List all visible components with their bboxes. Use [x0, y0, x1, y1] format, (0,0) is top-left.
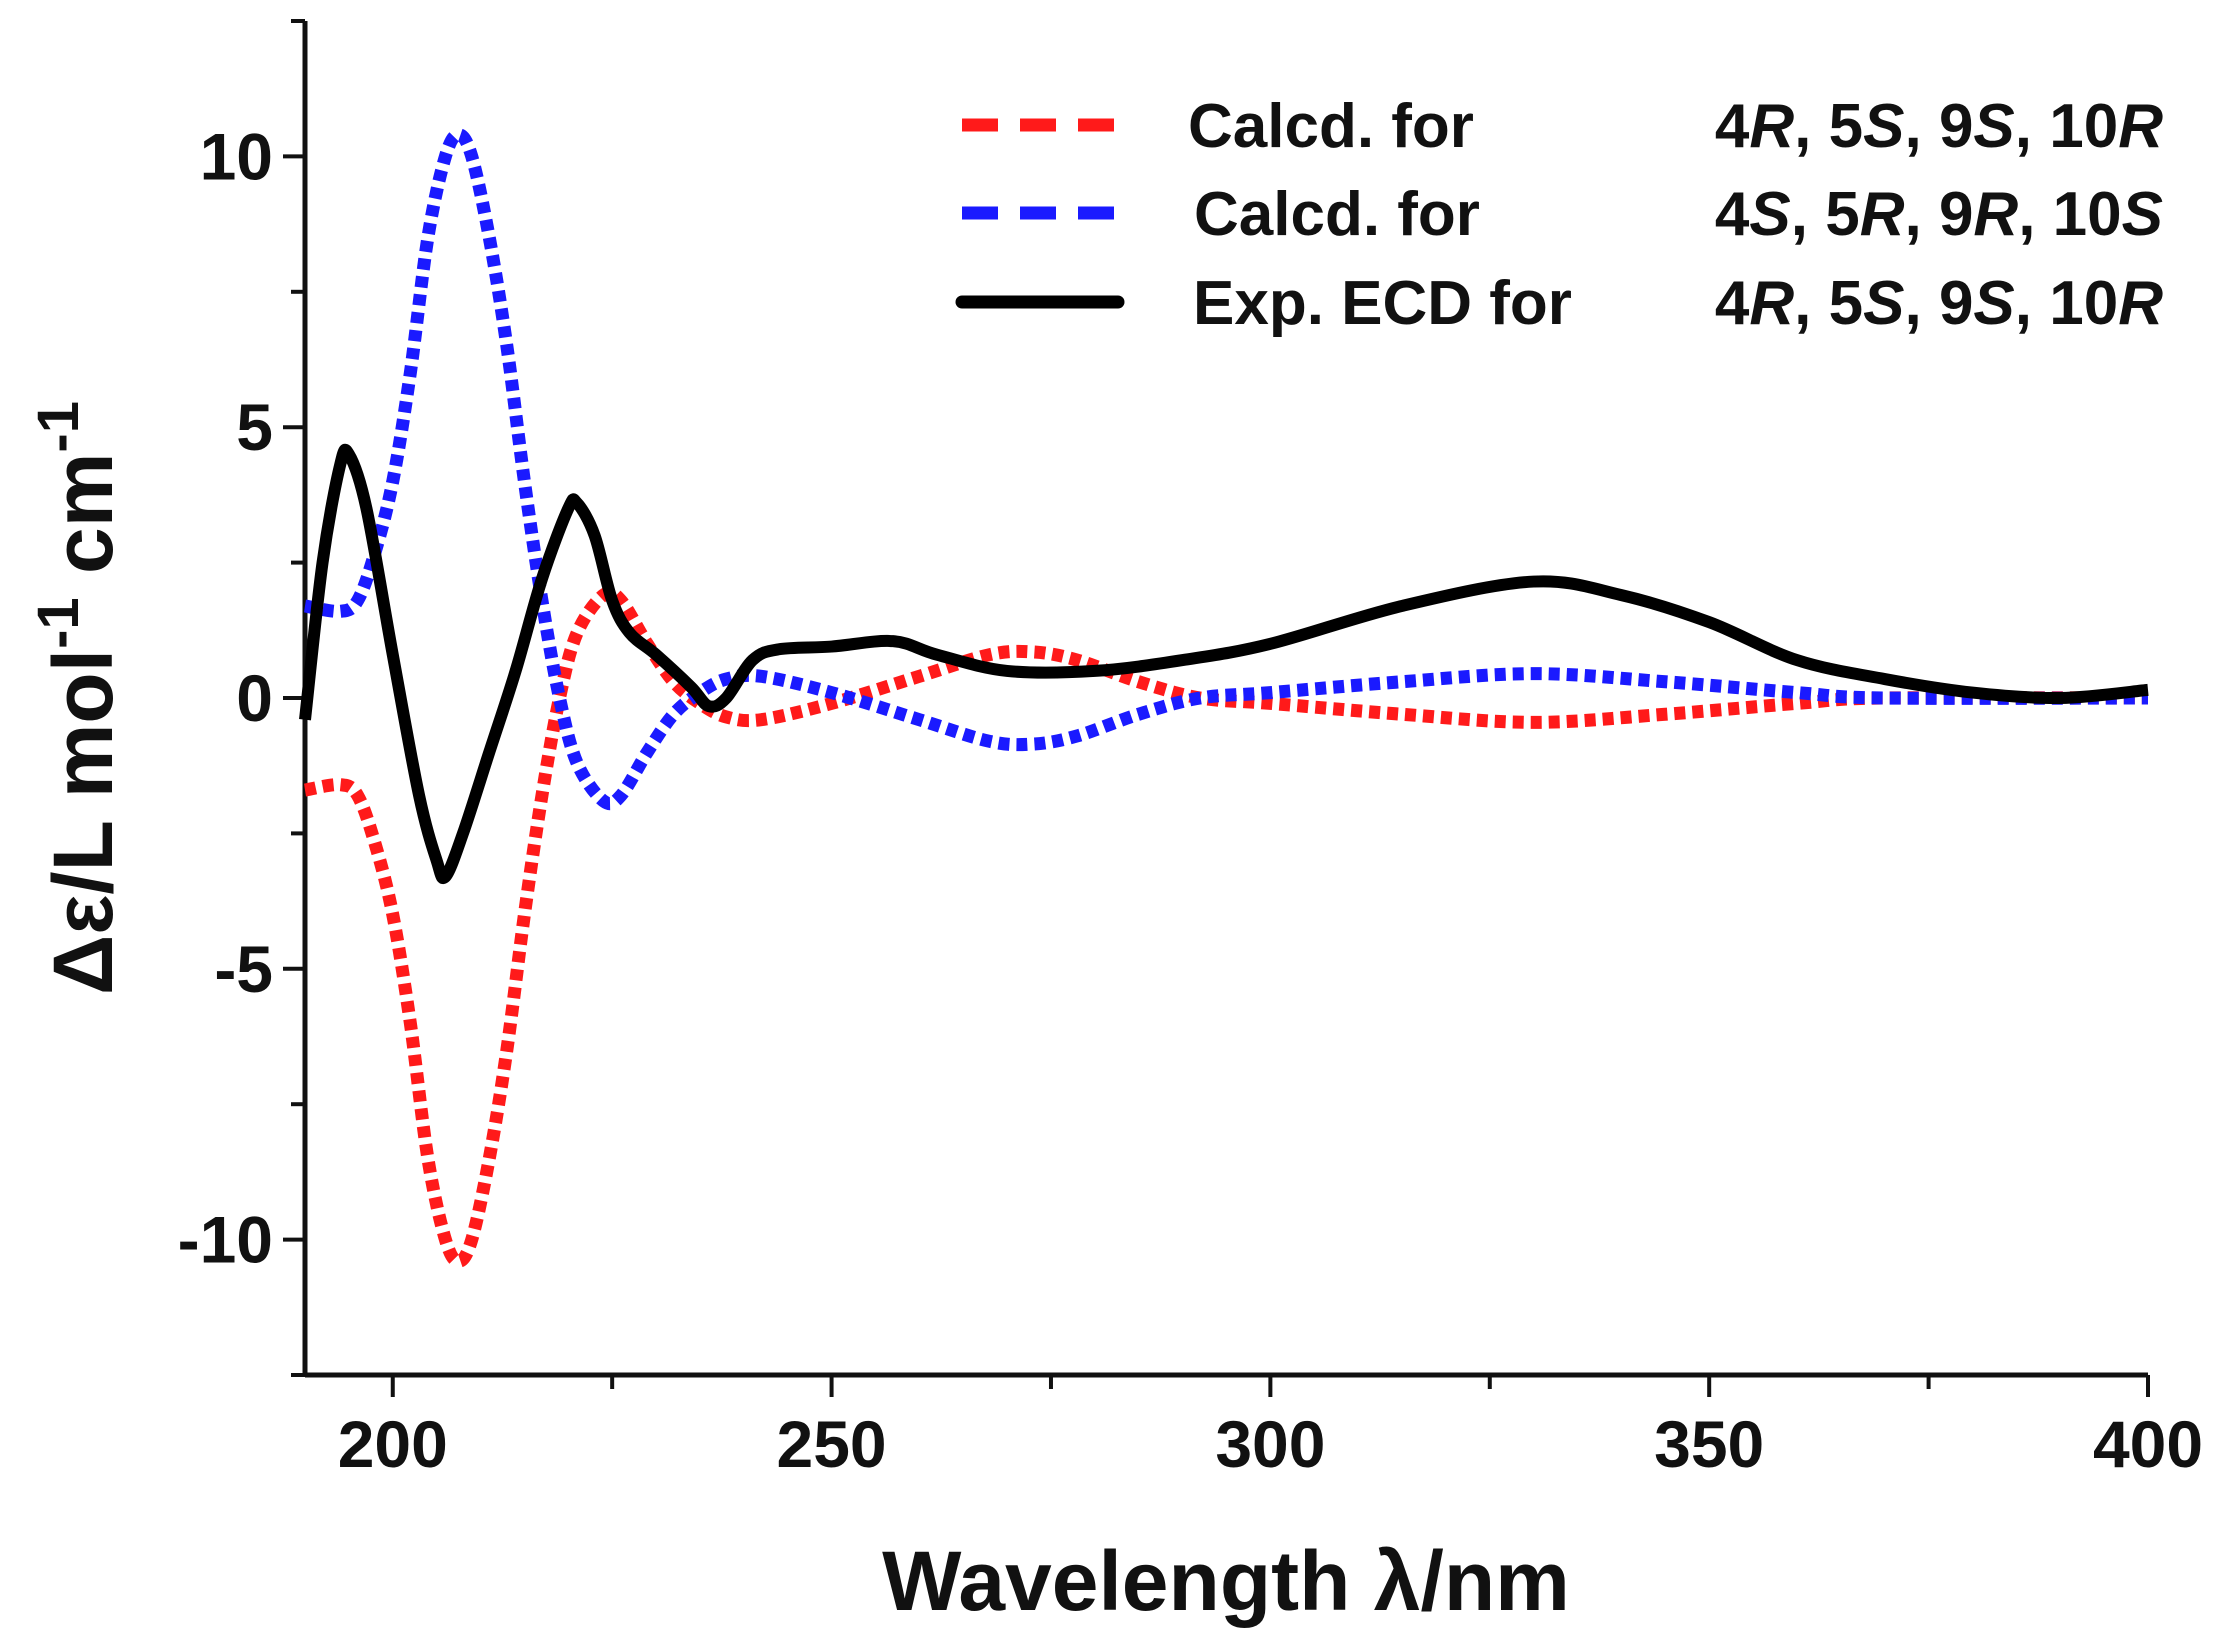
y-axis-title-superscript: -1 — [26, 597, 91, 649]
legend-configuration-char — [1922, 92, 1939, 161]
legend-configuration-char — [1811, 92, 1828, 161]
legend-configuration-char: 5 — [1829, 269, 1863, 338]
legend-configuration-char: R — [1749, 269, 1794, 338]
legend-configuration-char — [1811, 269, 1828, 338]
legend-configuration-char: 1 — [2049, 92, 2083, 161]
y-tick-label: -5 — [214, 932, 273, 1006]
legend-configuration-char: , — [1904, 269, 1921, 338]
legend-configuration-char: R — [1860, 180, 1905, 249]
legend-configuration-char: 0 — [2087, 180, 2121, 249]
legend-configuration-char: , — [1904, 180, 1921, 249]
legend-configuration-char: 5 — [1829, 92, 1863, 161]
legend-configuration-char: , — [1904, 92, 1921, 161]
legend-configuration-char: 4 — [1715, 92, 1750, 161]
y-tick-label: -10 — [178, 1203, 273, 1277]
legend-configuration-char: , — [1794, 92, 1811, 161]
series-line-2 — [303, 128, 2149, 811]
legend-configuration-char — [2032, 269, 2049, 338]
legend-configuration: 4S, 5R, 9R, 10S — [1715, 180, 2163, 249]
legend-configuration-char: 1 — [2053, 180, 2087, 249]
legend-configuration-char: S — [1749, 180, 1790, 249]
legend-configuration-char: , — [2015, 269, 2032, 338]
legend-label: Calcd. for — [1194, 180, 1480, 249]
legend-configuration-char — [1922, 180, 1939, 249]
y-axis-title-part: Δε/L mol — [36, 649, 130, 995]
legend-configuration-char: R — [2118, 92, 2163, 161]
x-tick-label: 350 — [1654, 1407, 1764, 1481]
legend-configuration-char: 9 — [1939, 180, 1973, 249]
x-tick-label: 250 — [777, 1407, 887, 1481]
x-tick-label: 300 — [1215, 1407, 1325, 1481]
legend-configuration-char — [2035, 180, 2052, 249]
legend-configuration-char: R — [1973, 180, 2018, 249]
y-tick-label: 0 — [236, 661, 273, 735]
y-axis-title: Δε/L mol-1 cm-1 — [26, 401, 130, 995]
legend-configuration-char: 4 — [1715, 180, 1750, 249]
y-axis-title-superscript: -1 — [26, 401, 91, 453]
legend-configuration-char: 0 — [2084, 269, 2118, 338]
legend-configuration-char: S — [1863, 92, 1904, 161]
legend-configuration-char: , — [2015, 92, 2032, 161]
legend-configuration-char: 1 — [2049, 269, 2083, 338]
legend-configuration-char: 4 — [1715, 269, 1750, 338]
legend-configuration-char — [1922, 269, 1939, 338]
legend-configuration-char: S — [1973, 92, 2014, 161]
y-axis-title-part: cm — [36, 453, 130, 598]
legend-label: Calcd. for — [1188, 92, 1474, 161]
legend-configuration-char: 9 — [1939, 92, 1973, 161]
legend-configuration-char: , — [1794, 269, 1811, 338]
series-group — [299, 128, 2149, 1268]
legend-configuration-char: R — [1749, 92, 1794, 161]
legend-configuration-char — [2032, 92, 2049, 161]
legend-configuration-char — [1808, 180, 1825, 249]
legend-configuration-char: S — [1863, 269, 1904, 338]
legend-configuration-char: S — [1973, 269, 2014, 338]
x-axis-title: Wavelength λ/nm — [882, 1534, 1570, 1628]
legend-configuration-char: , — [2018, 180, 2035, 249]
x-tick-label: 200 — [338, 1407, 448, 1481]
y-tick-label: 10 — [200, 119, 273, 193]
series-line-3 — [299, 443, 2149, 884]
legend-label: Exp. ECD for — [1193, 269, 1572, 338]
legend-configuration-char: R — [2118, 269, 2163, 338]
legend-configuration-char: , — [1791, 180, 1808, 249]
x-tick-label: 400 — [2093, 1407, 2203, 1481]
legend-configuration: 4R, 5S, 9S, 10R — [1715, 269, 2163, 338]
y-tick-label: 5 — [236, 390, 273, 464]
legend-configuration-char: 9 — [1939, 269, 1973, 338]
legend-configuration-char: S — [2122, 180, 2163, 249]
legend-configuration-char: 5 — [1825, 180, 1859, 249]
legend-configuration-char: 0 — [2084, 92, 2118, 161]
legend-configuration: 4R, 5S, 9S, 10R — [1715, 92, 2163, 161]
